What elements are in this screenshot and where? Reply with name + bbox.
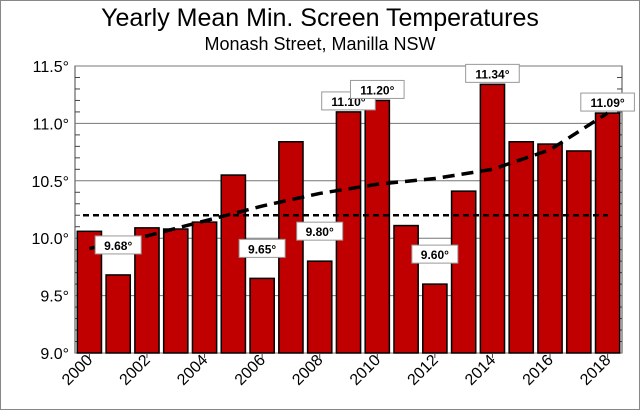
- trend-line: [89, 111, 609, 251]
- chart-subtitle: Monash Street, Manilla NSW: [204, 34, 436, 54]
- y-tick-label: 11.5°: [33, 59, 69, 76]
- data-label-2014: 11.34°: [475, 67, 509, 81]
- bar-2005: [220, 174, 247, 354]
- data-label-2010: 11.20°: [360, 83, 394, 97]
- data-label-box: [465, 63, 520, 83]
- data-label-2001: 9.68°: [104, 239, 132, 253]
- bar-2015: [508, 141, 535, 354]
- data-label-box: [238, 238, 286, 258]
- bar-2016: [537, 143, 563, 354]
- bar-2013: [450, 190, 477, 354]
- data-label-box: [411, 244, 459, 264]
- bar-2017: [565, 150, 592, 354]
- x-tick-label: 2018: [577, 352, 614, 389]
- data-label-box: [296, 221, 344, 241]
- data-label-2018: 11.09°: [591, 96, 625, 110]
- data-label-2006: 9.65°: [248, 242, 276, 256]
- x-tick-label: 2014: [462, 352, 499, 389]
- bar-2010: [364, 99, 391, 354]
- x-tick-label: 2008: [289, 352, 326, 389]
- bar-2001: [105, 274, 132, 354]
- bar-2006: [249, 277, 275, 354]
- bar-2014: [479, 83, 506, 354]
- y-tick-label: 10.5°: [31, 174, 69, 191]
- y-tick-label: 9.0°: [40, 346, 69, 363]
- x-tick-label: 2012: [405, 352, 442, 389]
- bar-2018: [594, 112, 621, 354]
- bar-2003: [162, 228, 189, 354]
- x-tick-label: 2010: [347, 352, 384, 389]
- bar-2012: [422, 283, 448, 354]
- data-label-box: [349, 79, 405, 99]
- y-tick-label: 11.0°: [33, 116, 69, 133]
- data-label-2008: 9.80°: [306, 225, 334, 239]
- y-tick-label: 10.0°: [31, 231, 69, 248]
- chart-title: Yearly Mean Min. Screen Temperatures: [101, 4, 539, 32]
- bar-2008: [306, 260, 333, 354]
- x-tick-label: 2002: [117, 352, 154, 389]
- data-label-box: [580, 92, 635, 112]
- bar-2004: [191, 221, 218, 354]
- x-tick-label: 2016: [520, 352, 557, 389]
- y-tick-label: 9.5°: [40, 289, 69, 306]
- x-tick-label: 2004: [174, 352, 211, 389]
- data-label-box: [94, 235, 142, 255]
- x-tick-label: 2006: [232, 352, 269, 389]
- data-label-2012: 9.60°: [421, 248, 449, 262]
